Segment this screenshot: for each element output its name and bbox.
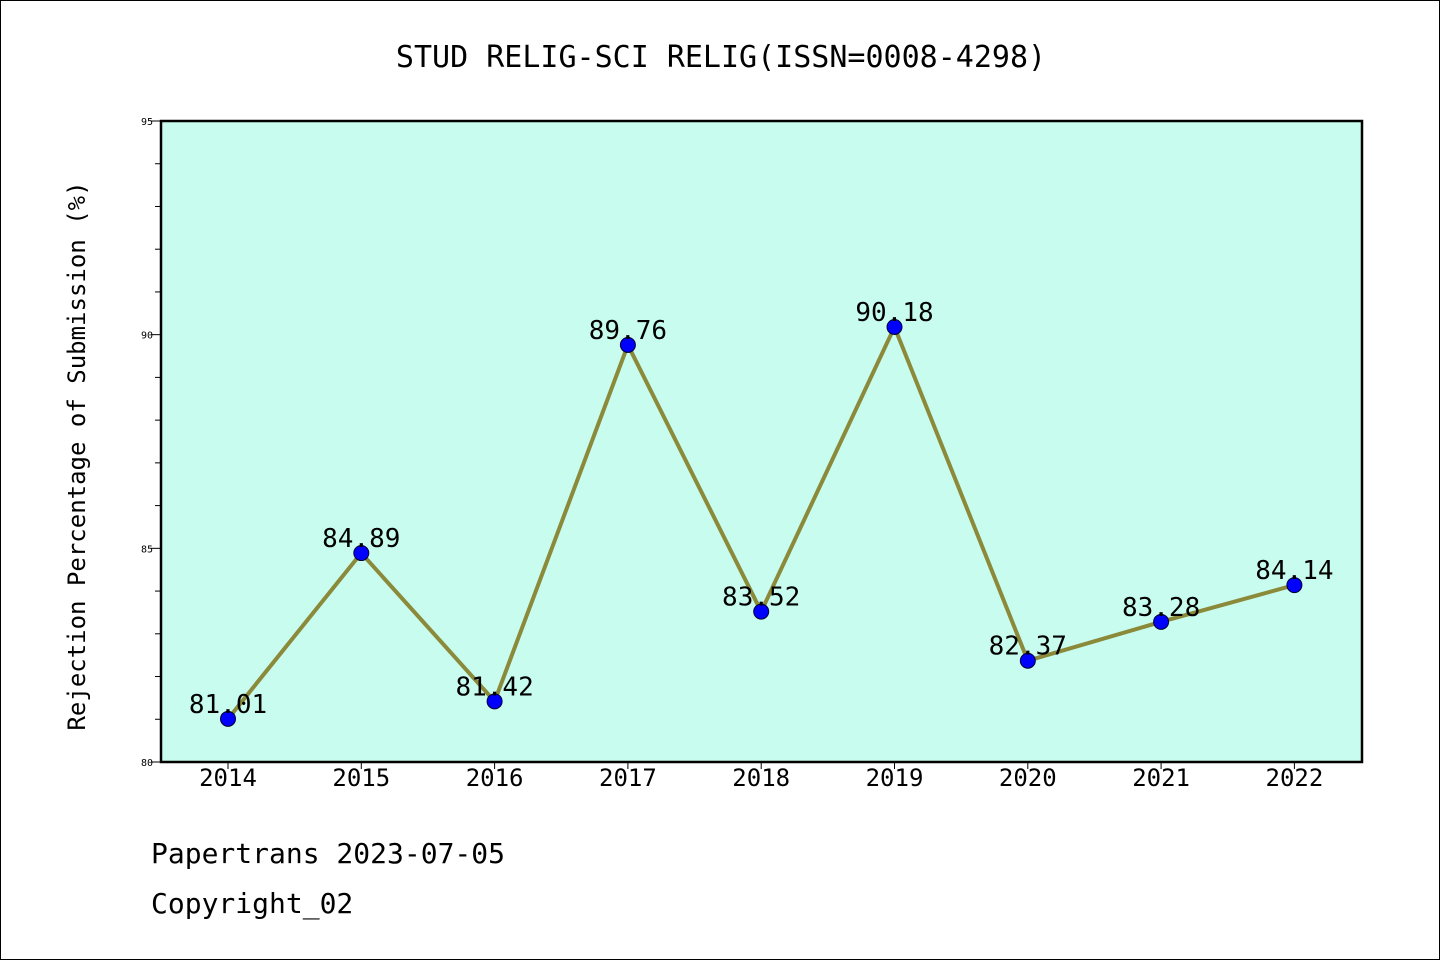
data-point bbox=[1286, 577, 1303, 594]
data-label: 81.01 bbox=[189, 690, 267, 720]
x-tick-label: 2020 bbox=[999, 764, 1057, 792]
data-point bbox=[1019, 652, 1036, 669]
data-point bbox=[353, 545, 370, 562]
data-label: 83.52 bbox=[722, 583, 800, 613]
data-point bbox=[619, 336, 636, 353]
y-tick-label: 80 bbox=[141, 758, 153, 769]
data-label: 84.89 bbox=[322, 524, 400, 554]
y-tick-label: 85 bbox=[141, 544, 153, 555]
x-tick-label: 2015 bbox=[332, 764, 390, 792]
data-point bbox=[220, 710, 236, 727]
data-label: 90.18 bbox=[855, 298, 933, 328]
y-axis-label: Rejection Percentage of Submission (%) bbox=[63, 181, 91, 730]
x-tick-label: 2021 bbox=[1132, 764, 1190, 792]
y-tick-label: 95 bbox=[141, 117, 153, 128]
y-tick-label: 90 bbox=[141, 331, 153, 342]
x-axis: 2014 2015 2016 2017 2018 2019 2020 2021 2022 bbox=[199, 762, 1323, 792]
data-label: 89.76 bbox=[589, 316, 667, 346]
data-point bbox=[1153, 613, 1170, 630]
data-point bbox=[753, 603, 770, 620]
data-label: 83.28 bbox=[1122, 593, 1200, 623]
data-label: 82.37 bbox=[989, 632, 1067, 662]
x-tick-label: 2019 bbox=[866, 764, 924, 792]
data-point bbox=[486, 693, 503, 710]
x-tick-label: 2022 bbox=[1266, 764, 1324, 792]
x-tick-label: 2016 bbox=[466, 764, 524, 792]
data-label: 81.42 bbox=[455, 672, 533, 702]
data-label: 84.14 bbox=[1255, 556, 1333, 586]
x-tick-label: 2017 bbox=[599, 764, 657, 792]
x-tick-label: 2014 bbox=[199, 764, 257, 792]
footer-date-text: Papertrans 2023-07-05 bbox=[151, 837, 506, 870]
footer-copyright-text: Copyright_02 bbox=[151, 887, 354, 920]
data-point bbox=[886, 318, 903, 335]
x-tick-label: 2018 bbox=[732, 764, 790, 792]
plot-area bbox=[159, 119, 1364, 764]
series-group: 81.01 84.89 81.42 89.76 83.52 90.18 82.37 83.28… bbox=[189, 298, 1334, 727]
y-axis: 80 85 90 95 bbox=[141, 117, 161, 769]
chart-title: STUD RELIG-SCI RELIG(ISSN=0008-4298) bbox=[396, 40, 1046, 75]
